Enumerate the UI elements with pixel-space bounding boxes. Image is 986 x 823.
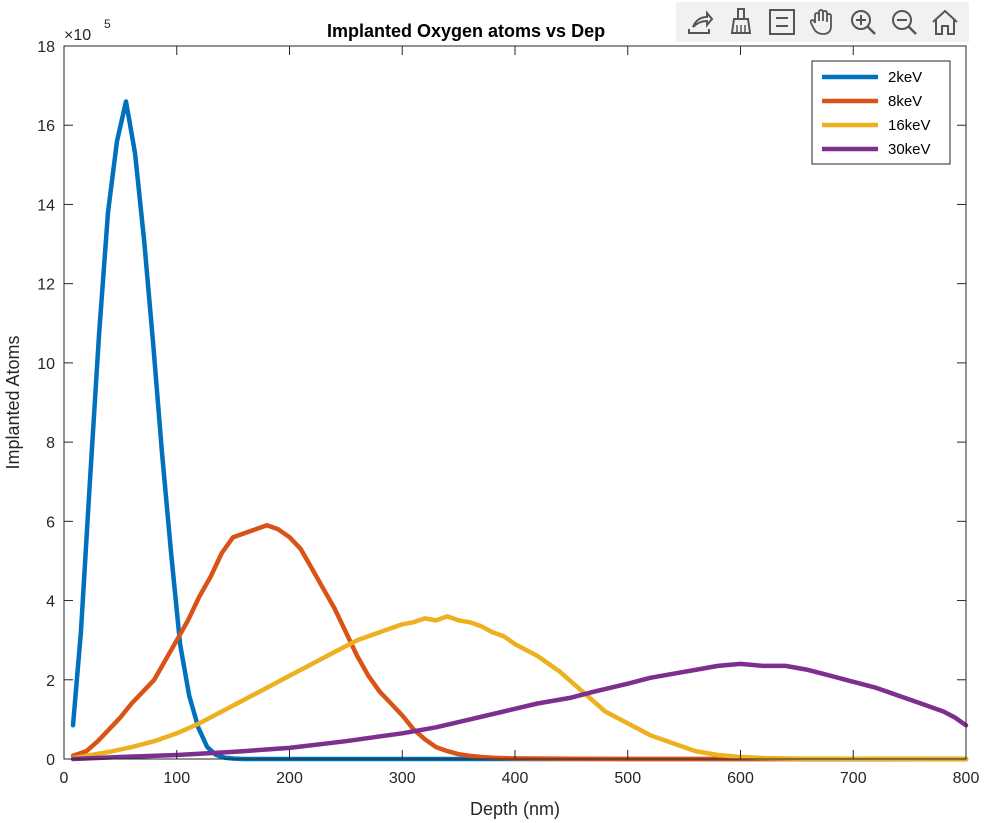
x-tick-label: 200	[276, 770, 303, 787]
svg-text:×10: ×10	[64, 27, 91, 44]
y-tick-label: 6	[46, 514, 55, 531]
pan-button[interactable]	[804, 4, 840, 40]
x-tick-label: 600	[727, 770, 754, 787]
x-axis-label: Depth (nm)	[470, 799, 560, 819]
brush-icon	[730, 8, 752, 34]
axes: 0 100 200 300 400 500 600 700 800 0 2 4 6 8 10 12 14 16 18	[37, 39, 979, 787]
y-tick-label: 16	[37, 118, 55, 135]
y-axis-label: Implanted Atoms	[3, 335, 23, 469]
legend-label-2keV: 2keV	[888, 69, 922, 86]
y-tick-label: 12	[37, 277, 55, 294]
export-icon	[688, 10, 714, 34]
home-button[interactable]	[927, 4, 963, 40]
zoom-out-icon	[891, 10, 917, 35]
brush-button[interactable]	[723, 4, 759, 40]
chart-title: Implanted Oxygen atoms vs Dep	[327, 21, 605, 41]
y-tick-label: 10	[37, 356, 55, 373]
x-tick-label: 500	[614, 770, 641, 787]
y-tick-label: 2	[46, 673, 55, 690]
zoom-in-button[interactable]	[845, 4, 881, 40]
legend-label-8keV: 8keV	[888, 93, 922, 110]
y-tick-label: 0	[46, 752, 55, 769]
plot-area[interactable]	[64, 46, 969, 762]
export-button[interactable]	[682, 4, 718, 40]
y-tick-label: 4	[46, 594, 55, 611]
axes-toolbar	[676, 2, 969, 42]
x-tick-label: 100	[163, 770, 190, 787]
legend-label-16keV: 16keV	[888, 117, 931, 134]
legend-label-30keV: 30keV	[888, 141, 931, 158]
svg-text:5: 5	[104, 17, 111, 31]
series-line-8keV[interactable]	[70, 523, 969, 762]
zoom-out-button[interactable]	[886, 4, 922, 40]
y-tick-label: 14	[37, 197, 55, 214]
plot-background	[64, 46, 966, 759]
x-tick-label: 300	[389, 770, 416, 787]
data-tips-icon	[768, 9, 795, 35]
x-tick-label: 700	[840, 770, 867, 787]
y-tick-label: 18	[37, 39, 55, 56]
home-icon	[931, 9, 958, 35]
series-line-16keV[interactable]	[70, 614, 969, 762]
x-tick-label: 800	[953, 770, 980, 787]
x-tick-label: 400	[502, 770, 529, 787]
pan-icon	[810, 9, 833, 35]
zoom-in-icon	[851, 10, 877, 35]
y-exponent-label: ×10 5	[64, 17, 111, 44]
legend[interactable]: 2keV 8keV 16keV 30keV	[811, 60, 951, 165]
x-tick-label: 0	[60, 770, 69, 787]
series-line-30keV[interactable]	[70, 661, 969, 762]
y-tick-label: 8	[46, 435, 55, 452]
data-tips-button[interactable]	[764, 4, 800, 40]
